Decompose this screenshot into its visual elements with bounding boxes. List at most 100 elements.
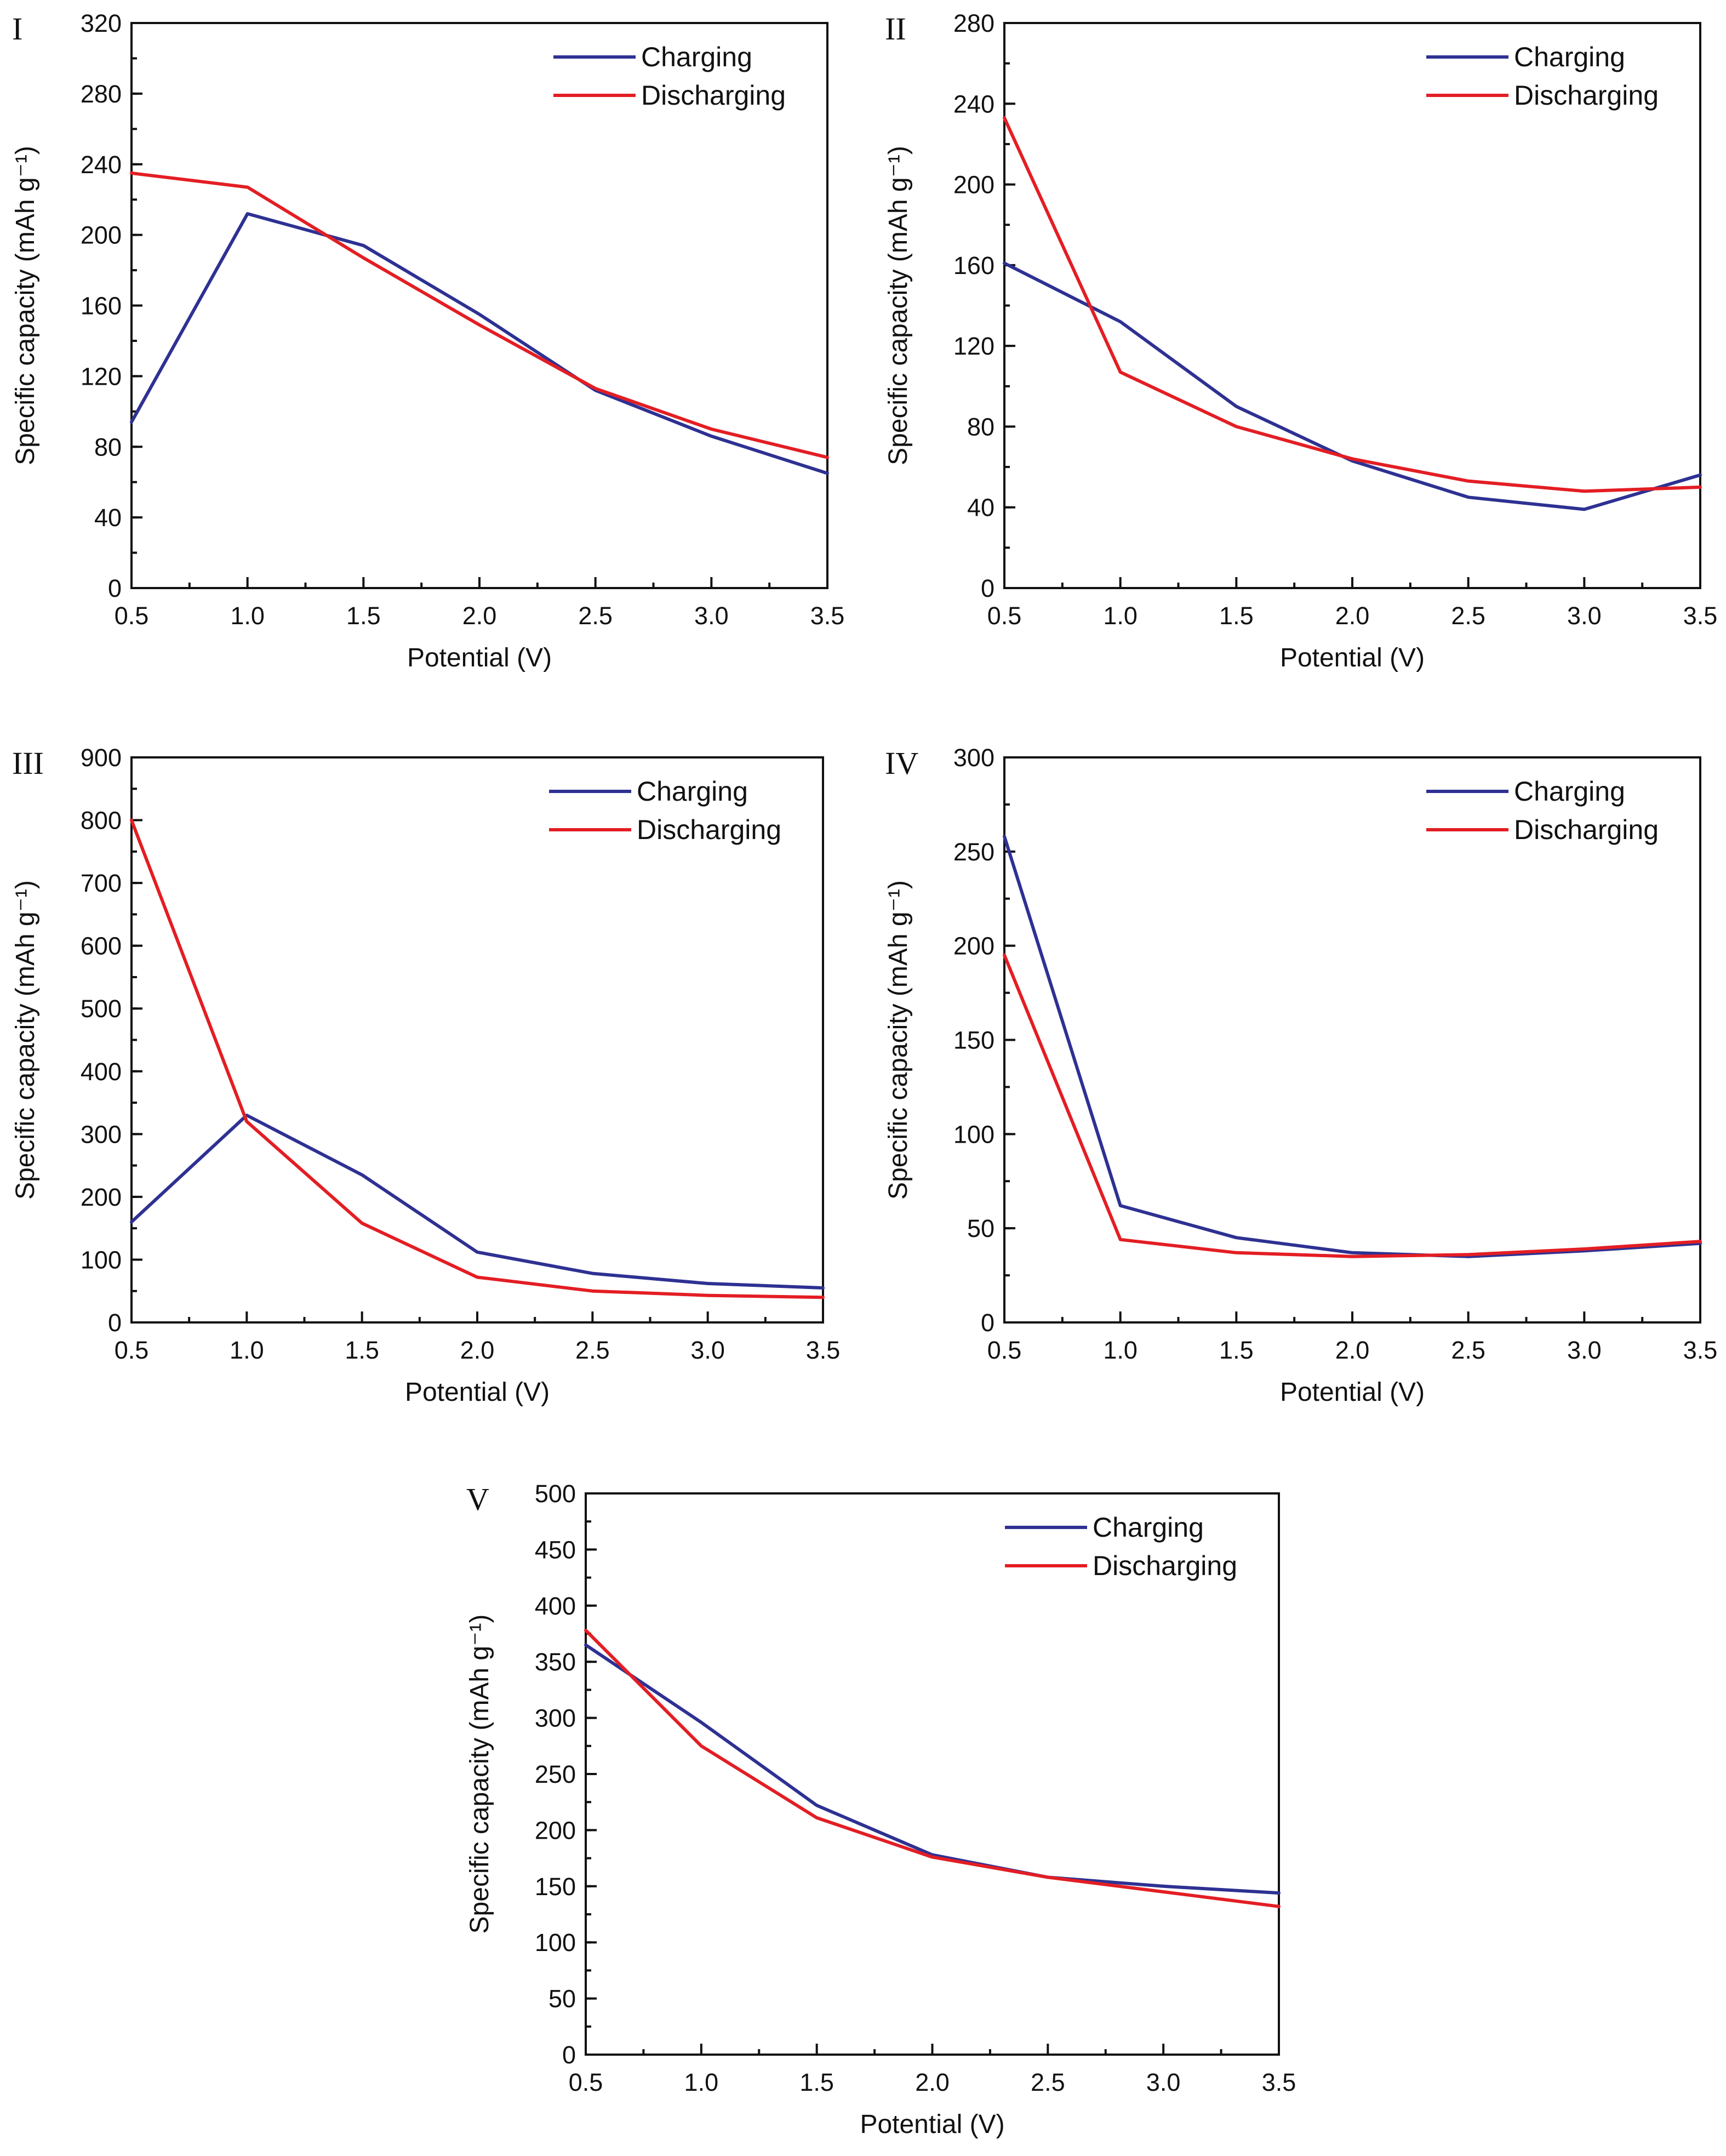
x-tick-label: 1.5 — [345, 1336, 379, 1364]
x-tick-label: 1.0 — [1103, 1336, 1138, 1364]
chart-panel-4: 0 50 100 150 200 250 300 0.5 1.0 1.5 2.0 2.5 3.0 3.5 P… — [884, 744, 1717, 1407]
x-tick-label: 2.5 — [1031, 2068, 1065, 2096]
chart-panel-3: 0 100 200 300 400 500 600 700 800 900 0.5 1.0 1.5 2.0… — [11, 744, 840, 1407]
legend-label: Charging — [1514, 776, 1625, 807]
x-tick-label: 2.0 — [1335, 1336, 1370, 1364]
x-tick-label: 3.0 — [1146, 2068, 1181, 2096]
y-tick-label: 80 — [94, 433, 122, 461]
series-line-discharging — [1003, 953, 1702, 1258]
y-tick-label: 0 — [108, 1309, 122, 1337]
x-tick-label: 3.0 — [1567, 602, 1602, 630]
legend-label: Discharging — [637, 814, 781, 845]
x-tick-label: 0.5 — [115, 602, 149, 630]
x-tick-label: 3.5 — [1262, 2068, 1296, 2096]
x-tick-label: 3.5 — [806, 1336, 841, 1364]
y-tick-label: 320 — [81, 9, 122, 37]
x-tick-label: 3.0 — [690, 1336, 725, 1364]
y-tick-label: 120 — [81, 362, 122, 390]
x-tick-label: 2.5 — [578, 602, 613, 630]
y-axis-title: Specific capacity (mAh g⁻¹) — [884, 146, 913, 465]
y-tick-label: 300 — [535, 1704, 576, 1732]
x-tick-label: 2.5 — [1451, 1336, 1485, 1364]
series-line-charging — [1003, 261, 1702, 511]
legend-label: Discharging — [1514, 814, 1659, 845]
y-tick-label: 0 — [981, 1309, 995, 1337]
y-tick-label: 280 — [953, 9, 995, 37]
y-tick-label: 100 — [953, 1120, 995, 1148]
y-tick-label: 200 — [81, 1183, 122, 1211]
panel-label: IV — [885, 745, 918, 781]
x-axis-title: Potential (V) — [1280, 1378, 1425, 1407]
x-tick-label: 1.5 — [346, 602, 381, 630]
x-tick-label: 0.5 — [987, 1336, 1022, 1364]
y-tick-label: 100 — [81, 1246, 122, 1274]
y-tick-label: 300 — [81, 1120, 122, 1148]
y-axis-title: Specific capacity (mAh g⁻¹) — [884, 880, 913, 1200]
y-tick-label: 800 — [81, 807, 122, 835]
series-line-discharging — [1003, 116, 1702, 493]
x-tick-label: 0.5 — [987, 602, 1022, 630]
legend-label: Charging — [1093, 1512, 1204, 1543]
y-tick-label: 240 — [953, 90, 995, 118]
y-tick-label: 0 — [562, 2041, 576, 2069]
x-tick-label: 0.5 — [569, 2068, 603, 2096]
series-line-charging — [1003, 835, 1702, 1258]
y-tick-label: 500 — [535, 1480, 576, 1508]
y-tick-label: 160 — [81, 292, 122, 320]
y-tick-label: 250 — [953, 838, 995, 866]
y-tick-label: 150 — [535, 1873, 576, 1901]
y-tick-label: 0 — [108, 574, 122, 602]
panel-label: II — [885, 11, 906, 47]
y-tick-label: 200 — [535, 1816, 576, 1844]
y-tick-label: 100 — [535, 1929, 576, 1957]
x-tick-label: 3.5 — [810, 602, 845, 630]
y-tick-label: 50 — [967, 1214, 995, 1242]
legend-label: Charging — [641, 42, 752, 72]
x-tick-label: 2.0 — [1335, 602, 1370, 630]
y-tick-label: 700 — [81, 869, 122, 897]
y-tick-label: 900 — [81, 744, 122, 772]
x-tick-label: 1.0 — [1103, 602, 1138, 630]
y-tick-label: 200 — [81, 221, 122, 249]
y-tick-label: 40 — [967, 494, 995, 522]
legend-label: Charging — [637, 776, 748, 807]
panel-label: V — [466, 1481, 489, 1517]
x-tick-label: 2.5 — [575, 1336, 610, 1364]
series-line-charging — [584, 1643, 1281, 1895]
x-tick-label: 0.5 — [115, 1336, 149, 1364]
y-tick-label: 160 — [953, 252, 995, 280]
x-tick-label: 2.0 — [462, 602, 497, 630]
series-line-discharging — [584, 1628, 1281, 1908]
legend-label: Discharging — [1093, 1550, 1237, 1581]
series-line-charging — [130, 1114, 825, 1290]
x-tick-label: 2.0 — [915, 2068, 950, 2096]
x-tick-label: 3.5 — [1683, 602, 1718, 630]
x-axis-title: Potential (V) — [860, 2110, 1004, 2139]
x-tick-label: 1.0 — [230, 1336, 264, 1364]
legend-label: Discharging — [641, 80, 786, 111]
y-tick-label: 300 — [953, 744, 995, 772]
y-axis-title: Specific capacity (mAh g⁻¹) — [11, 880, 40, 1200]
series-line-discharging — [130, 818, 825, 1299]
x-tick-label: 1.0 — [230, 602, 265, 630]
y-tick-label: 200 — [953, 932, 995, 960]
y-tick-label: 600 — [81, 932, 122, 960]
y-tick-label: 500 — [81, 995, 122, 1023]
y-tick-label: 120 — [953, 332, 995, 360]
y-tick-label: 400 — [535, 1592, 576, 1620]
x-axis-title: Potential (V) — [1280, 643, 1425, 672]
y-tick-label: 200 — [953, 171, 995, 199]
x-tick-label: 1.5 — [799, 2068, 834, 2096]
chart-panel-2: 0 40 80 120 160 200 240 280 0.5 1.0 1.5 2.0 2.5 3.0 3.… — [884, 9, 1717, 672]
panel-label: III — [12, 745, 44, 781]
y-tick-label: 150 — [953, 1026, 995, 1054]
y-tick-label: 0 — [981, 574, 995, 602]
x-tick-label: 3.0 — [1567, 1336, 1602, 1364]
y-tick-label: 50 — [548, 1985, 576, 2013]
y-tick-label: 400 — [81, 1058, 122, 1086]
x-tick-label: 3.0 — [694, 602, 729, 630]
y-axis-title: Specific capacity (mAh g⁻¹) — [465, 1615, 494, 1934]
panel-label: I — [12, 11, 22, 47]
y-tick-label: 350 — [535, 1648, 576, 1676]
